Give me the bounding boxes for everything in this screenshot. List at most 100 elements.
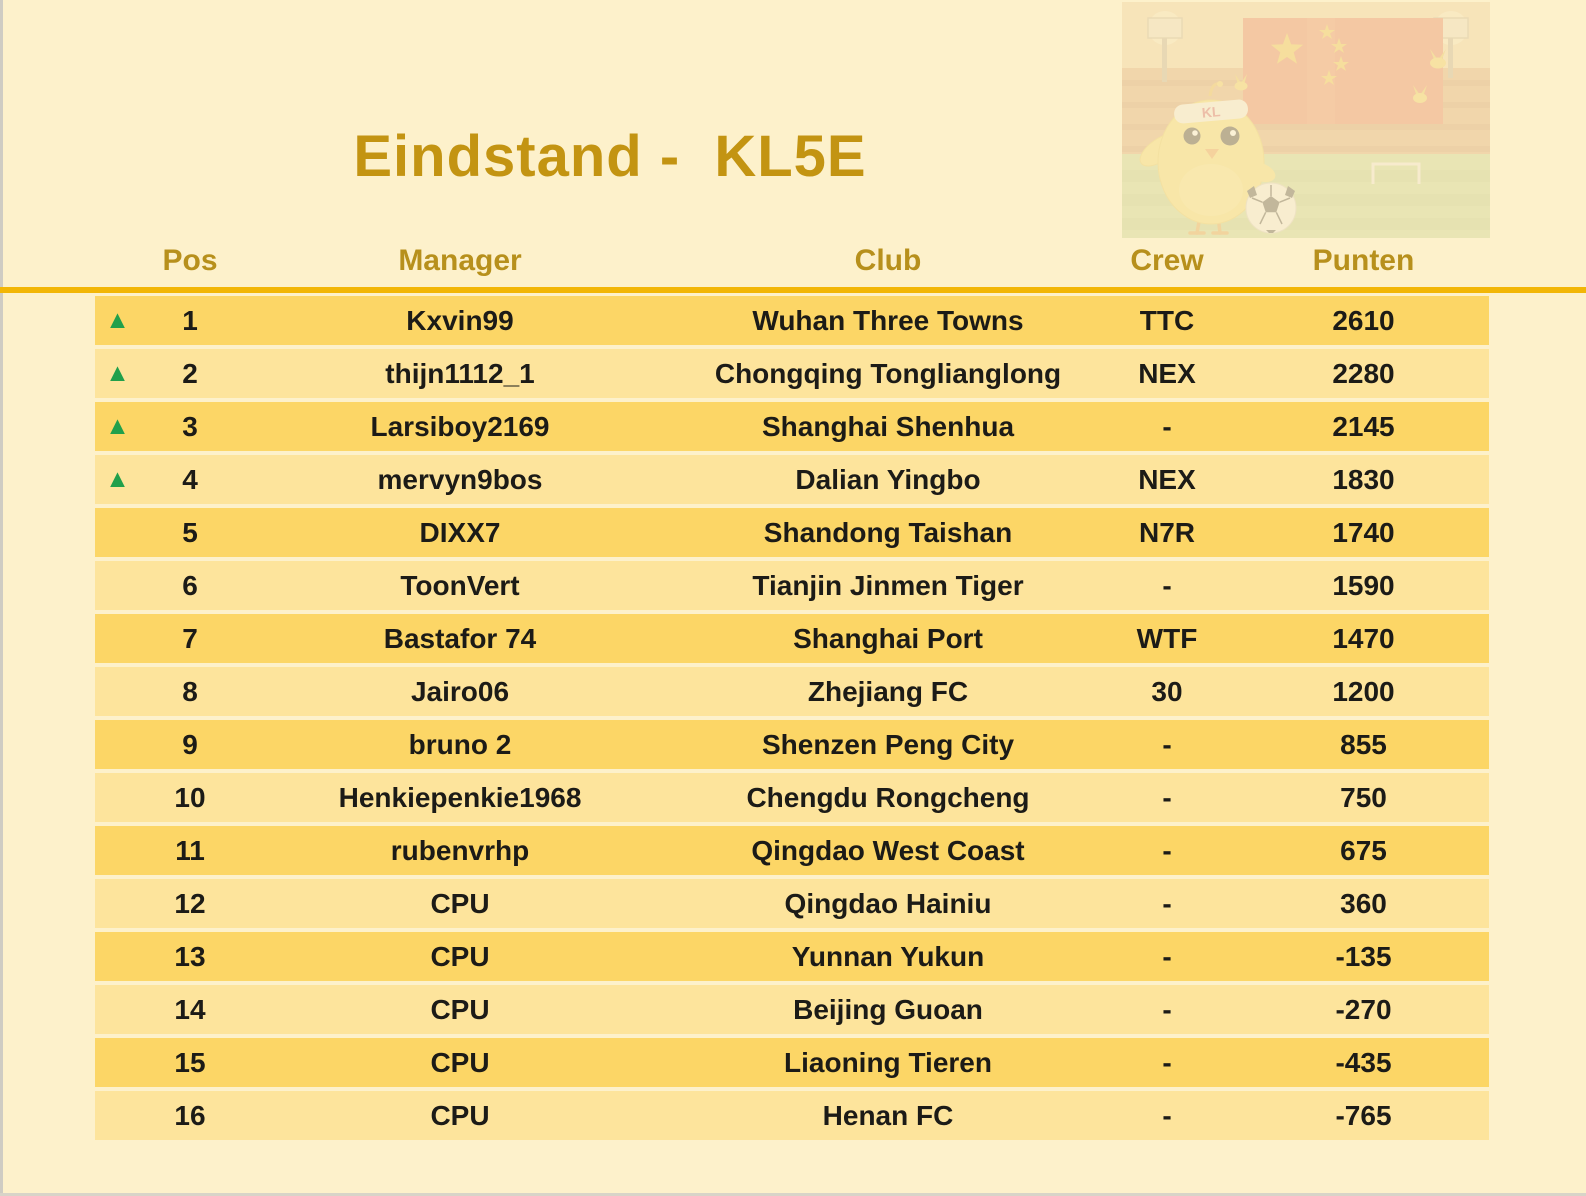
position-cell: 10 xyxy=(174,781,206,813)
club-cell: Qingdao West Coast xyxy=(751,834,1025,866)
position-cell: 16 xyxy=(174,1099,206,1131)
mascot-image: KL xyxy=(1122,2,1490,238)
header-divider-rule xyxy=(0,287,1586,293)
header-punten: Punten xyxy=(1312,244,1415,277)
header-crew: Crew xyxy=(1130,244,1204,277)
crew-cell: - xyxy=(1162,569,1172,601)
points-cell: -765 xyxy=(1335,1099,1392,1131)
crew-cell: - xyxy=(1162,410,1172,442)
crew-cell: - xyxy=(1162,834,1172,866)
points-cell: -135 xyxy=(1335,940,1392,972)
manager-cell: Bastafor 74 xyxy=(383,622,537,654)
table-row: 13 CPU Yunnan Yukun - -135 xyxy=(95,932,1489,981)
club-cell: Shanghai Shenhua xyxy=(761,410,1015,442)
page-title: Eindstand - KL5E xyxy=(353,123,867,189)
manager-cell: Henkiepenkie1968 xyxy=(338,781,582,813)
crew-cell: 30 xyxy=(1151,675,1183,707)
table-row: 16 CPU Henan FC - -765 xyxy=(95,1091,1489,1140)
manager-cell: DIXX7 xyxy=(419,516,501,548)
points-cell: 2145 xyxy=(1332,410,1395,442)
points-cell: 1740 xyxy=(1332,516,1395,548)
club-cell: Zhejiang FC xyxy=(807,675,969,707)
crew-cell: NEX xyxy=(1138,357,1196,389)
points-cell: 675 xyxy=(1340,834,1387,866)
position-cell: 6 xyxy=(182,569,198,601)
manager-cell: CPU xyxy=(430,1099,490,1131)
table-row: 7 Bastafor 74 Shanghai Port WTF 1470 xyxy=(95,614,1489,663)
table-row: 14 CPU Beijing Guoan - -270 xyxy=(95,985,1489,1034)
header-club: Club xyxy=(854,244,922,277)
manager-cell: mervyn9bos xyxy=(377,463,543,495)
table-row: ▲ 4 mervyn9bos Dalian Yingbo NEX 1830 xyxy=(95,455,1489,504)
position-cell: 14 xyxy=(174,993,206,1025)
crew-cell: - xyxy=(1162,728,1172,760)
club-cell: Henan FC xyxy=(822,1099,954,1131)
window-bottom-border xyxy=(0,1193,1586,1196)
crew-cell: - xyxy=(1162,781,1172,813)
club-cell: Qingdao Hainiu xyxy=(784,887,992,919)
club-cell: Dalian Yingbo xyxy=(795,463,981,495)
crew-cell: - xyxy=(1162,887,1172,919)
up-arrow-icon: ▲ xyxy=(105,359,130,387)
club-cell: Beijing Guoan xyxy=(793,993,983,1025)
table-row: 6 ToonVert Tianjin Jinmen Tiger - 1590 xyxy=(95,561,1489,610)
header-manager: Manager xyxy=(398,244,522,277)
points-cell: 750 xyxy=(1340,781,1387,813)
crew-cell: - xyxy=(1162,993,1172,1025)
table-row: ▲ 2 thijn1112_1 Chongqing Tonglianglong … xyxy=(95,349,1489,398)
position-cell: 2 xyxy=(182,357,198,389)
manager-cell: Larsiboy2169 xyxy=(370,410,550,442)
up-arrow-icon: ▲ xyxy=(105,465,130,493)
table-row: 12 CPU Qingdao Hainiu - 360 xyxy=(95,879,1489,928)
club-cell: Chongqing Tonglianglong xyxy=(714,357,1062,389)
manager-cell: Kxvin99 xyxy=(406,304,514,336)
table-row: 11 rubenvrhp Qingdao West Coast - 675 xyxy=(95,826,1489,875)
manager-cell: ToonVert xyxy=(400,569,520,601)
club-cell: Wuhan Three Towns xyxy=(752,304,1024,336)
table-row: 8 Jairo06 Zhejiang FC 30 1200 xyxy=(95,667,1489,716)
window-left-border xyxy=(0,0,3,1196)
points-cell: 1590 xyxy=(1332,569,1395,601)
table-row: 15 CPU Liaoning Tieren - -435 xyxy=(95,1038,1489,1087)
manager-cell: bruno 2 xyxy=(408,728,512,760)
crew-cell: - xyxy=(1162,1046,1172,1078)
club-cell: Shanghai Port xyxy=(793,622,983,654)
crew-cell: N7R xyxy=(1138,516,1195,548)
mascot-headband-text: KL xyxy=(1201,103,1221,121)
manager-cell: CPU xyxy=(430,940,490,972)
club-cell: Shenzen Peng City xyxy=(761,728,1015,760)
position-cell: 9 xyxy=(182,728,198,760)
position-cell: 7 xyxy=(182,622,198,654)
club-cell: Yunnan Yukun xyxy=(791,940,985,972)
crew-cell: - xyxy=(1162,1099,1172,1131)
up-arrow-icon: ▲ xyxy=(105,412,130,440)
points-cell: 1830 xyxy=(1332,463,1395,495)
position-cell: 3 xyxy=(182,410,198,442)
standings-table: ▲ 1 Kxvin99 Wuhan Three Towns TTC 2610 ▲… xyxy=(95,296,1489,1144)
club-cell: Chengdu Rongcheng xyxy=(746,781,1030,813)
header-pos: Pos xyxy=(162,244,218,277)
manager-cell: thijn1112_1 xyxy=(385,357,535,389)
manager-cell: CPU xyxy=(430,887,490,919)
position-cell: 11 xyxy=(175,834,205,866)
position-cell: 8 xyxy=(182,675,198,707)
up-arrow-icon: ▲ xyxy=(105,306,130,334)
chick-stadium-illustration: KL xyxy=(1122,2,1490,238)
position-cell: 1 xyxy=(182,304,198,336)
manager-cell: Jairo06 xyxy=(410,675,510,707)
crew-cell: NEX xyxy=(1138,463,1196,495)
club-cell: Shandong Taishan xyxy=(763,516,1013,548)
table-header: Pos Manager Club Crew Punten xyxy=(95,238,1489,284)
club-cell: Tianjin Jinmen Tiger xyxy=(752,569,1024,601)
club-cell: Liaoning Tieren xyxy=(784,1046,992,1078)
crew-cell: WTF xyxy=(1136,622,1198,654)
points-cell: 1470 xyxy=(1332,622,1395,654)
points-cell: 855 xyxy=(1340,728,1387,760)
position-cell: 15 xyxy=(174,1046,206,1078)
points-cell: 360 xyxy=(1340,887,1387,919)
table-row: 5 DIXX7 Shandong Taishan N7R 1740 xyxy=(95,508,1489,557)
points-cell: 1200 xyxy=(1332,675,1395,707)
manager-cell: CPU xyxy=(430,993,490,1025)
points-cell: 2610 xyxy=(1332,304,1395,336)
position-cell: 5 xyxy=(182,516,198,548)
